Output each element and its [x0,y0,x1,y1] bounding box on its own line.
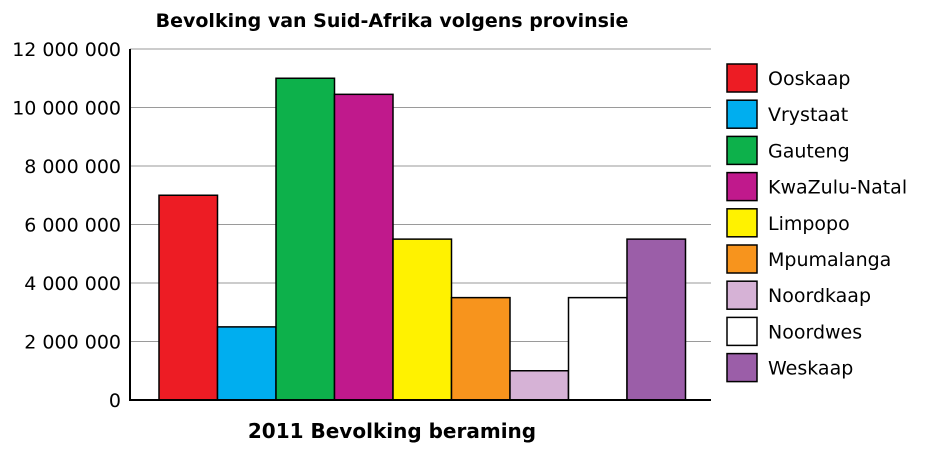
bar-ooskaap [158,194,219,401]
bar-mpumalanga [450,296,511,401]
legend-swatch [726,63,758,93]
y-tick-label: 4 000 000 [24,273,121,295]
chart-title: Bevolking van Suid-Afrika volgens provin… [156,10,629,32]
y-tick-label: 10 000 000 [12,98,121,120]
axes [129,49,711,401]
bar-weskaap [626,238,687,401]
legend-swatch [726,208,758,238]
bars [158,77,687,401]
y-tick-label: 12 000 000 [12,39,121,61]
legend: Ooskaap Vrystaat Gauteng KwaZulu-Natal Limpo… [726,63,907,383]
y-tick-label: 8 000 000 [24,156,121,178]
y-tick-label: 2 000 000 [24,332,121,354]
legend-label: Limpopo [768,213,850,235]
bar-kwazulu-natal [333,93,394,401]
legend-swatch [726,171,758,202]
legend-swatch [726,352,758,383]
legend-swatch [726,135,758,166]
bar-limpopo [392,238,453,401]
legend-label: Noordwes [768,321,862,343]
y-tick-label: 6 000 000 [24,215,121,237]
legend-label: Noordkaap [768,285,871,307]
bar-gauteng [275,77,336,401]
legend-swatch [726,316,758,347]
legend-label: Weskaap [768,358,853,380]
bar-vrystaat [216,326,277,401]
legend-label: KwaZulu-Natal [768,177,907,199]
y-axis-ticks: 0 2 000 000 4 000 000 6 000 000 8 000 000 10 … [12,39,121,412]
legend-label: Vrystaat [768,104,848,126]
legend-swatch [726,244,758,274]
y-tick-label: 0 [109,390,121,412]
bar-noordwes [567,296,628,401]
x-axis-label: 2011 Bevolking beraming [248,419,536,443]
bar-noordkaap [509,370,570,401]
legend-swatch [726,99,758,129]
legend-label: Ooskaap [768,68,851,90]
legend-label: Mpumalanga [768,249,891,271]
legend-swatch [726,280,758,310]
legend-label: Gauteng [768,140,850,162]
